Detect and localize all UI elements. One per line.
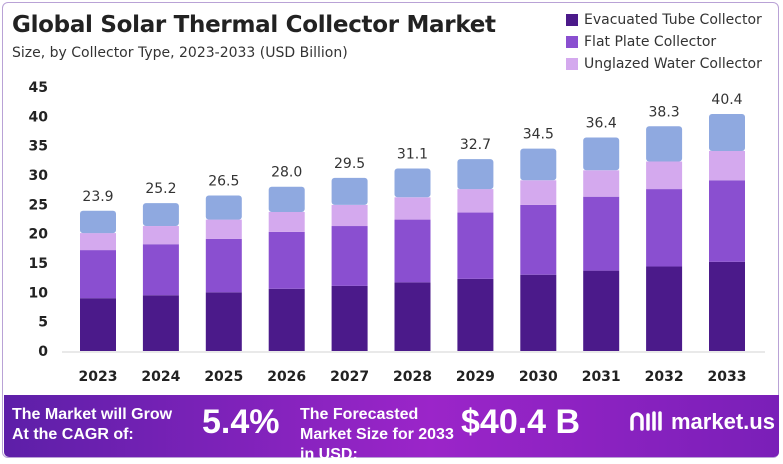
bar-segment (80, 210, 116, 234)
total-label: 40.4 (711, 92, 742, 108)
brand-name: market.us (671, 409, 775, 434)
y-tick-label: 40 (29, 109, 49, 125)
bar-segment (142, 244, 179, 296)
total-label: 29.5 (334, 156, 365, 172)
bar-segment (268, 211, 305, 232)
bar-segment (457, 212, 494, 279)
bar-segment (394, 197, 431, 220)
legend: Evacuated Tube Collector Flat Plate Colle… (566, 9, 762, 75)
bar-segment (394, 219, 431, 283)
bar-segment (80, 298, 116, 351)
x-tick-label: 2033 (708, 369, 747, 385)
bar-segment (80, 250, 116, 299)
bar-segment (583, 137, 620, 171)
bar-segment (520, 274, 557, 351)
x-tick-label: 2032 (645, 369, 684, 385)
x-tick-label: 2027 (330, 369, 369, 385)
frame (2, 2, 779, 458)
total-label: 34.5 (523, 127, 554, 143)
bar-segment (520, 204, 557, 275)
bar-segment (394, 168, 431, 198)
chart-subtitle: Size, by Collector Type, 2023-2033 (USD … (12, 45, 348, 61)
legend-swatch (566, 14, 578, 26)
y-tick-label: 35 (29, 139, 48, 155)
bar-segment (709, 113, 745, 151)
total-label: 31.1 (397, 147, 428, 163)
bar-segment (331, 204, 368, 227)
x-tick-label: 2031 (582, 369, 621, 385)
bar-segment (646, 126, 683, 162)
legend-item: Unglazed Water Collector (566, 53, 762, 75)
bar-segment (394, 282, 431, 351)
brand-logo: market.us (629, 409, 775, 435)
legend-swatch (566, 36, 578, 48)
y-tick-label: 0 (38, 344, 48, 360)
bar-segment (205, 238, 242, 293)
legend-label: Unglazed Water Collector (584, 56, 762, 72)
cagr-label: The Market will Grow At the CAGR of: (12, 406, 173, 443)
bar-segment (583, 170, 620, 197)
total-label: 26.5 (208, 174, 239, 190)
x-tick-label: 2029 (456, 369, 495, 385)
bar-segment (331, 177, 368, 205)
x-tick-label: 2028 (393, 369, 432, 385)
x-tick-label: 2023 (79, 369, 118, 385)
y-tick-label: 20 (29, 227, 49, 243)
bar-segment (646, 266, 683, 351)
bar-segment (268, 231, 305, 289)
total-label: 28.0 (271, 165, 302, 181)
cagr-value: 5.4% (202, 403, 280, 441)
bar-segment (142, 203, 179, 227)
total-label: 38.3 (649, 104, 680, 120)
y-tick-label: 5 (38, 315, 48, 331)
bar-segment (142, 295, 179, 351)
bar-segment (457, 159, 494, 190)
chart-title: Global Solar Thermal Collector Market (12, 12, 496, 38)
bar-segment (331, 285, 368, 351)
bar-segment (457, 278, 494, 351)
legend-swatch (566, 58, 578, 70)
bar-segment (520, 148, 557, 181)
total-label: 32.7 (460, 137, 491, 153)
x-tick-label: 2025 (204, 369, 243, 385)
bar-segment (205, 292, 242, 351)
x-tick-label: 2030 (519, 369, 558, 385)
bar-segment (205, 219, 242, 239)
x-tick-label: 2024 (141, 369, 180, 385)
forecast-value: $40.4 B (461, 403, 581, 441)
bar-segment (709, 180, 745, 262)
legend-item: Flat Plate Collector (566, 31, 762, 53)
bar-segment (331, 226, 368, 286)
bar-segment (80, 233, 116, 251)
bar-segment (268, 186, 305, 212)
y-tick-label: 10 (29, 285, 49, 301)
brand-logo-icon (630, 411, 662, 431)
bar-segment (268, 288, 305, 351)
total-label: 36.4 (586, 115, 617, 131)
bar-segment (205, 195, 242, 220)
y-tick-label: 25 (29, 197, 48, 213)
bar-segment (583, 196, 620, 271)
total-label: 23.9 (82, 189, 113, 205)
legend-label: Evacuated Tube Collector (584, 12, 762, 28)
bar-segment (646, 161, 683, 190)
y-tick-label: 45 (29, 80, 48, 96)
bar-segment (142, 226, 179, 245)
legend-item: Evacuated Tube Collector (566, 9, 762, 31)
y-tick-label: 15 (29, 256, 48, 272)
bar-segment (709, 150, 745, 181)
legend-label: Flat Plate Collector (584, 34, 717, 50)
x-tick-label: 2026 (267, 369, 306, 385)
y-tick-label: 30 (29, 168, 49, 184)
bar-segment (646, 189, 683, 267)
bar-segment (583, 270, 620, 351)
bar-segment (520, 180, 557, 205)
bar-segment (457, 189, 494, 213)
total-label: 25.2 (145, 181, 176, 197)
bar-segment (709, 261, 745, 351)
footer-banner: The Market will Grow At the CAGR of: 5.4… (4, 395, 779, 463)
forecast-label: The Forecasted Market Size for 2033 in U… (300, 406, 454, 463)
